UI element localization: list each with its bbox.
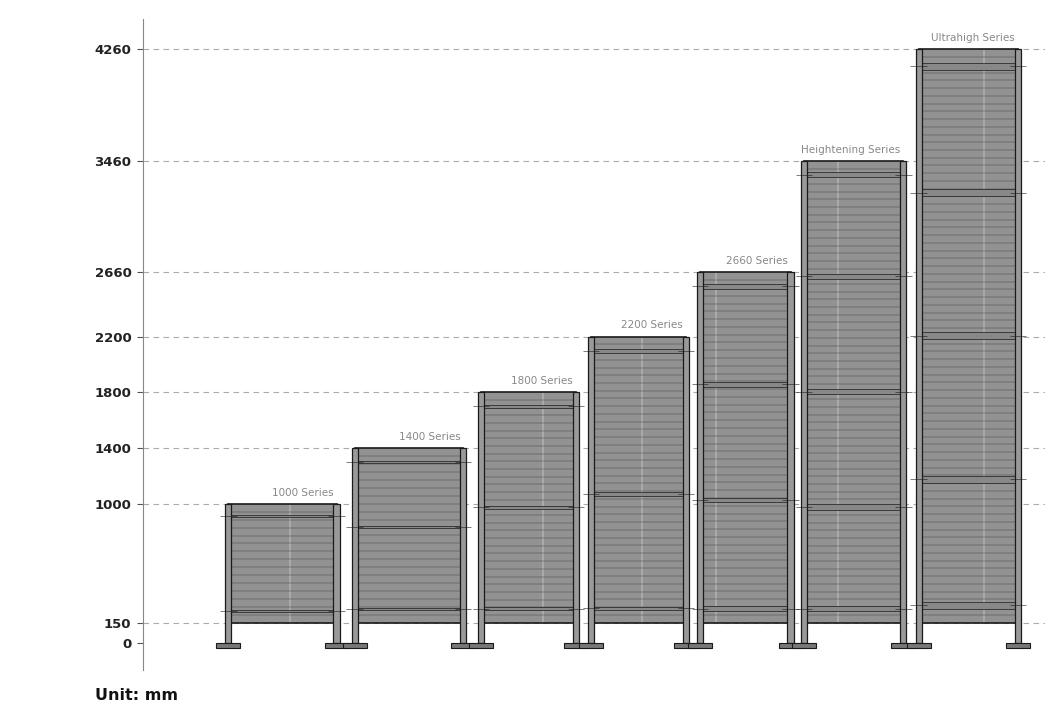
Bar xyxy=(805,161,903,622)
Bar xyxy=(919,476,1018,482)
Bar xyxy=(919,49,1018,622)
Bar xyxy=(701,273,791,622)
Bar xyxy=(805,273,903,279)
Bar xyxy=(450,643,475,648)
Bar xyxy=(919,189,1018,196)
Bar xyxy=(481,506,576,509)
Text: 1000 Series: 1000 Series xyxy=(272,487,334,497)
Bar xyxy=(919,602,1018,609)
Bar xyxy=(481,392,576,622)
Bar xyxy=(805,172,903,177)
Bar xyxy=(919,49,1018,622)
Bar xyxy=(1014,49,1021,643)
Bar xyxy=(572,392,579,643)
Bar xyxy=(591,337,686,622)
Bar xyxy=(792,643,816,648)
Bar xyxy=(591,349,686,353)
Bar xyxy=(788,273,794,643)
Bar xyxy=(469,643,493,648)
Bar xyxy=(334,504,340,643)
Bar xyxy=(591,492,686,495)
Bar xyxy=(701,382,791,386)
Bar xyxy=(1006,643,1030,648)
Bar xyxy=(697,273,704,643)
Bar xyxy=(481,392,576,622)
Bar xyxy=(701,498,791,502)
Bar xyxy=(906,643,931,648)
Bar xyxy=(355,448,463,622)
Bar xyxy=(778,643,802,648)
Bar xyxy=(342,643,367,648)
Bar xyxy=(916,49,922,643)
Bar xyxy=(588,337,595,643)
Bar xyxy=(355,461,463,463)
Bar xyxy=(891,643,916,648)
Text: 2200 Series: 2200 Series xyxy=(621,320,683,330)
Bar xyxy=(355,448,463,622)
Text: 1400 Series: 1400 Series xyxy=(399,432,460,442)
Bar xyxy=(355,526,463,528)
Bar xyxy=(591,337,686,622)
Bar xyxy=(805,389,903,394)
Text: 2660 Series: 2660 Series xyxy=(726,256,788,266)
Bar xyxy=(701,273,791,622)
Bar xyxy=(225,504,231,643)
Bar xyxy=(919,332,1018,340)
Bar xyxy=(355,608,463,610)
Bar xyxy=(460,448,466,643)
Text: Unit: mm: Unit: mm xyxy=(95,688,178,703)
Bar xyxy=(805,161,903,622)
Bar xyxy=(701,606,791,611)
Bar xyxy=(324,643,349,648)
Bar xyxy=(481,404,576,407)
Text: 1800 Series: 1800 Series xyxy=(511,376,573,386)
Bar xyxy=(900,161,906,643)
Bar xyxy=(688,643,712,648)
Bar xyxy=(228,504,337,622)
Bar xyxy=(564,643,587,648)
Bar xyxy=(801,161,808,643)
Bar xyxy=(683,337,689,643)
Bar xyxy=(919,63,1018,70)
Bar xyxy=(591,606,686,610)
Bar xyxy=(701,284,791,288)
Bar xyxy=(216,643,241,648)
Bar xyxy=(805,505,903,510)
Bar xyxy=(352,448,358,643)
Bar xyxy=(579,643,603,648)
Bar xyxy=(228,504,337,622)
Bar xyxy=(481,607,576,610)
Text: Heightening Series: Heightening Series xyxy=(801,145,901,154)
Bar xyxy=(228,515,337,517)
Bar xyxy=(478,392,484,643)
Bar xyxy=(674,643,697,648)
Text: Ultrahigh Series: Ultrahigh Series xyxy=(932,33,1015,43)
Bar xyxy=(805,606,903,611)
Bar xyxy=(228,610,337,611)
